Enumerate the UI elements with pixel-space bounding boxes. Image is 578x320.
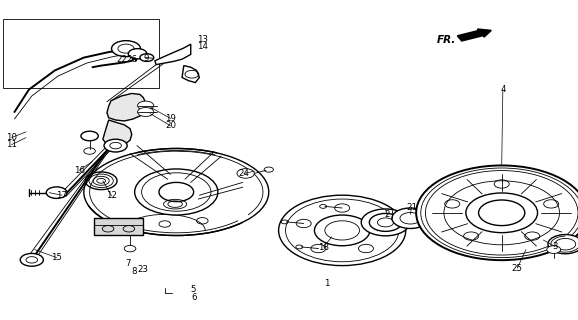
Text: 20: 20 — [165, 121, 176, 130]
Text: FR.: FR. — [437, 35, 457, 45]
Circle shape — [361, 209, 410, 236]
Text: 10: 10 — [6, 133, 17, 142]
Circle shape — [279, 195, 406, 266]
Circle shape — [140, 54, 154, 61]
Circle shape — [81, 131, 98, 141]
Text: 8: 8 — [131, 267, 137, 276]
Circle shape — [237, 169, 254, 178]
Text: 3: 3 — [552, 242, 558, 251]
Circle shape — [46, 187, 67, 198]
Text: 26: 26 — [126, 55, 138, 64]
Text: 25: 25 — [512, 264, 523, 273]
Polygon shape — [155, 44, 191, 65]
Text: 5: 5 — [191, 285, 197, 294]
Circle shape — [416, 165, 578, 260]
Text: 11: 11 — [6, 140, 17, 149]
Text: 23: 23 — [138, 265, 149, 274]
Circle shape — [135, 169, 218, 215]
Text: 13: 13 — [197, 35, 208, 44]
Text: 12: 12 — [106, 191, 117, 200]
Polygon shape — [103, 120, 132, 147]
Text: 2: 2 — [384, 210, 390, 219]
Polygon shape — [107, 93, 146, 121]
Text: 6: 6 — [191, 293, 197, 302]
Text: 14: 14 — [197, 42, 208, 51]
Text: 4: 4 — [500, 85, 506, 94]
Circle shape — [128, 49, 147, 59]
Polygon shape — [182, 66, 199, 83]
Circle shape — [138, 101, 154, 110]
Circle shape — [547, 246, 561, 253]
Text: 21: 21 — [406, 203, 417, 212]
Text: 18: 18 — [318, 243, 329, 252]
Text: 16: 16 — [73, 166, 85, 175]
Text: 17: 17 — [56, 191, 68, 200]
Text: 9: 9 — [143, 54, 149, 63]
Text: 22: 22 — [116, 55, 127, 64]
Text: 7: 7 — [125, 260, 131, 268]
Bar — [94, 218, 143, 235]
Circle shape — [124, 245, 136, 252]
Text: 15: 15 — [51, 253, 62, 262]
Circle shape — [392, 208, 429, 228]
FancyArrow shape — [457, 29, 491, 41]
Circle shape — [138, 108, 154, 116]
Text: 1: 1 — [324, 279, 329, 288]
Circle shape — [20, 253, 43, 266]
Circle shape — [548, 235, 578, 254]
Text: 19: 19 — [165, 114, 176, 123]
Circle shape — [112, 41, 140, 57]
Text: 24: 24 — [238, 169, 250, 178]
Bar — [3, 19, 159, 88]
Circle shape — [104, 139, 127, 152]
